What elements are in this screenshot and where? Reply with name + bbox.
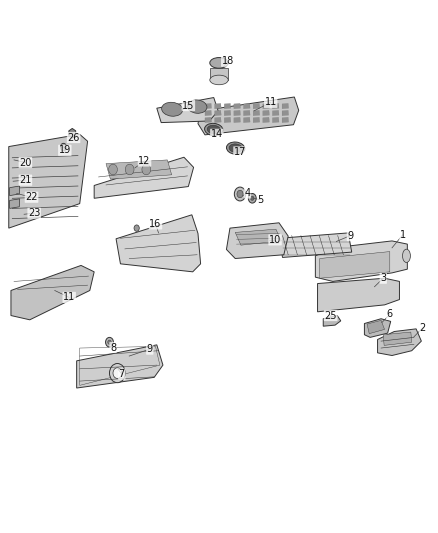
Text: 2: 2	[420, 323, 426, 333]
Text: 1: 1	[400, 230, 406, 239]
Circle shape	[251, 196, 254, 200]
Polygon shape	[320, 252, 390, 278]
Polygon shape	[383, 332, 412, 345]
Polygon shape	[244, 103, 250, 109]
Ellipse shape	[210, 58, 228, 68]
Polygon shape	[263, 117, 269, 123]
Polygon shape	[77, 345, 163, 388]
Ellipse shape	[162, 102, 183, 116]
Circle shape	[106, 337, 113, 347]
Circle shape	[248, 193, 256, 203]
Text: 23: 23	[28, 208, 40, 218]
Polygon shape	[215, 103, 221, 109]
Polygon shape	[210, 68, 228, 80]
Polygon shape	[323, 316, 341, 326]
Text: 16: 16	[149, 219, 162, 229]
Text: 9: 9	[347, 231, 353, 240]
Polygon shape	[272, 110, 279, 116]
Text: 15: 15	[182, 101, 194, 110]
Text: 26: 26	[67, 133, 80, 142]
Polygon shape	[157, 98, 218, 123]
Polygon shape	[253, 110, 260, 116]
Polygon shape	[69, 128, 76, 138]
Circle shape	[234, 187, 246, 201]
Polygon shape	[224, 117, 231, 123]
Ellipse shape	[187, 100, 207, 114]
Polygon shape	[205, 103, 212, 109]
Polygon shape	[367, 320, 385, 334]
Polygon shape	[94, 157, 194, 198]
Circle shape	[125, 164, 134, 175]
Polygon shape	[198, 97, 299, 135]
Text: 5: 5	[258, 195, 264, 205]
Polygon shape	[10, 199, 20, 208]
Polygon shape	[272, 103, 279, 109]
Polygon shape	[279, 233, 352, 257]
Polygon shape	[9, 134, 88, 228]
Text: 12: 12	[138, 156, 151, 166]
Polygon shape	[11, 265, 94, 320]
Text: 6: 6	[387, 310, 393, 319]
Text: 22: 22	[25, 192, 38, 202]
Polygon shape	[263, 103, 269, 109]
Ellipse shape	[403, 249, 410, 263]
Ellipse shape	[207, 125, 220, 134]
Text: 14: 14	[211, 130, 223, 139]
Polygon shape	[272, 117, 279, 123]
Ellipse shape	[226, 142, 245, 155]
Text: 11: 11	[265, 98, 277, 107]
Text: 10: 10	[269, 235, 281, 245]
Text: 18: 18	[222, 56, 234, 66]
Polygon shape	[234, 117, 240, 123]
Text: 19: 19	[59, 146, 71, 155]
Polygon shape	[244, 117, 250, 123]
Polygon shape	[235, 229, 281, 245]
Circle shape	[108, 340, 111, 344]
Ellipse shape	[229, 144, 242, 152]
Polygon shape	[224, 103, 231, 109]
Polygon shape	[215, 110, 221, 116]
Polygon shape	[226, 223, 288, 259]
Polygon shape	[253, 103, 260, 109]
Polygon shape	[234, 103, 240, 109]
Polygon shape	[263, 110, 269, 116]
Circle shape	[109, 164, 117, 175]
Polygon shape	[282, 110, 289, 116]
Circle shape	[60, 143, 67, 151]
Circle shape	[110, 364, 125, 383]
Text: 17: 17	[234, 147, 246, 157]
Ellipse shape	[210, 75, 228, 85]
Polygon shape	[315, 241, 407, 281]
Circle shape	[134, 225, 139, 231]
Polygon shape	[378, 329, 421, 356]
Text: 25: 25	[325, 311, 337, 320]
Polygon shape	[224, 110, 231, 116]
Polygon shape	[205, 110, 212, 116]
Polygon shape	[234, 110, 240, 116]
Text: 4: 4	[244, 188, 251, 198]
Polygon shape	[253, 117, 260, 123]
Polygon shape	[10, 186, 20, 196]
Circle shape	[113, 368, 122, 378]
Polygon shape	[282, 117, 289, 123]
Polygon shape	[244, 110, 250, 116]
Polygon shape	[318, 278, 399, 312]
Text: 8: 8	[110, 343, 116, 352]
Polygon shape	[116, 215, 201, 272]
Text: 7: 7	[119, 369, 125, 379]
Polygon shape	[282, 103, 289, 109]
Circle shape	[142, 164, 151, 175]
Ellipse shape	[205, 123, 223, 136]
Polygon shape	[205, 117, 212, 123]
Circle shape	[237, 190, 243, 198]
Text: 11: 11	[63, 293, 75, 302]
Polygon shape	[215, 117, 221, 123]
Text: 3: 3	[380, 273, 386, 283]
Text: 21: 21	[19, 175, 32, 185]
Text: 9: 9	[147, 344, 153, 354]
Polygon shape	[364, 319, 391, 337]
Text: 20: 20	[19, 158, 32, 167]
Polygon shape	[106, 160, 172, 179]
